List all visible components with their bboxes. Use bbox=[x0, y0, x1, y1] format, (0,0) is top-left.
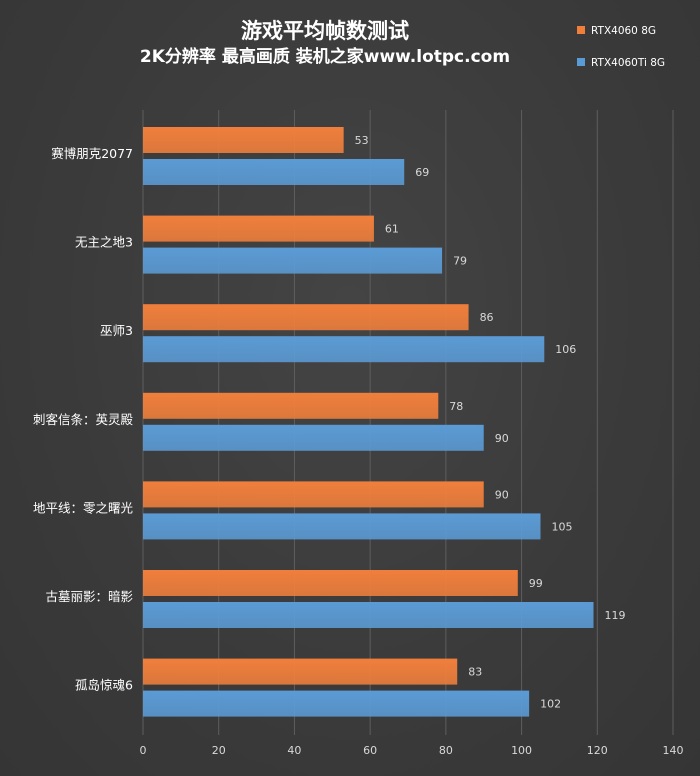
category-label: 古墓丽影：暗影 bbox=[45, 589, 133, 604]
data-label: 90 bbox=[495, 488, 509, 501]
tick-label: 40 bbox=[287, 744, 301, 757]
data-label: 102 bbox=[540, 698, 561, 711]
bar-series2 bbox=[143, 159, 405, 185]
bar-series2 bbox=[143, 602, 594, 628]
legend-label: RTX4060 8G bbox=[591, 25, 656, 37]
chart-title: 游戏平均帧数测试 bbox=[241, 18, 409, 43]
bar-series2 bbox=[143, 513, 541, 540]
legend: RTX4060 8G RTX4060Ti 8G bbox=[577, 25, 665, 69]
bar-series1 bbox=[143, 127, 344, 153]
tick-label: 140 bbox=[663, 744, 684, 757]
bar-series2 bbox=[143, 336, 545, 363]
tick-label: 120 bbox=[587, 744, 608, 757]
bar-series1 bbox=[143, 658, 458, 685]
tick-label: 80 bbox=[439, 744, 453, 757]
chart-subtitle: 2K分辨率 最高画质 装机之家www.lotpc.com bbox=[140, 46, 510, 67]
data-label: 106 bbox=[555, 343, 576, 356]
bar-series2 bbox=[143, 690, 530, 717]
category-label: 无主之地3 bbox=[75, 235, 133, 250]
data-label: 99 bbox=[529, 577, 543, 590]
bars bbox=[143, 127, 594, 717]
data-label: 83 bbox=[468, 666, 482, 679]
bar-series1 bbox=[143, 481, 484, 508]
category-label: 巫师3 bbox=[100, 323, 133, 338]
data-label: 61 bbox=[385, 223, 399, 236]
tick-label: 0 bbox=[140, 744, 147, 757]
bar-series2 bbox=[143, 424, 484, 451]
bar-series1 bbox=[143, 304, 469, 331]
bar-series1 bbox=[143, 215, 374, 242]
category-label: 赛博朋克2077 bbox=[51, 146, 133, 161]
bar-series2 bbox=[143, 247, 443, 274]
data-label: 53 bbox=[355, 134, 369, 147]
category-label: 地平线：零之曙光 bbox=[33, 500, 133, 515]
data-label: 105 bbox=[552, 520, 573, 533]
data-label: 69 bbox=[415, 166, 429, 179]
legend-swatch bbox=[577, 58, 585, 66]
data-label: 79 bbox=[453, 255, 467, 268]
tick-label: 20 bbox=[212, 744, 226, 757]
data-labels: 53 69 61 79 86 106 78 90 90 105 99 119 83 102 bbox=[355, 134, 626, 711]
value-axis: 0 20 40 60 80 100 120 140 bbox=[140, 744, 684, 757]
category-label: 孤岛惊魂6 bbox=[75, 678, 133, 693]
legend-label: RTX4060Ti 8G bbox=[591, 57, 665, 69]
bar-series1 bbox=[143, 570, 518, 596]
bar-series1 bbox=[143, 392, 439, 419]
data-label: 90 bbox=[495, 432, 509, 445]
data-label: 86 bbox=[480, 311, 494, 324]
data-label: 78 bbox=[449, 400, 463, 413]
category-label: 刺客信条：英灵殿 bbox=[33, 412, 134, 427]
tick-label: 100 bbox=[511, 744, 532, 757]
category-axis: 赛博朋克2077 无主之地3 巫师3 刺客信条：英灵殿地平线：零之曙光古墓丽影：暗影孤… bbox=[33, 146, 134, 693]
tick-label: 60 bbox=[363, 744, 377, 757]
legend-swatch bbox=[577, 26, 585, 34]
gridlines bbox=[142, 110, 674, 735]
data-label: 119 bbox=[605, 609, 626, 622]
